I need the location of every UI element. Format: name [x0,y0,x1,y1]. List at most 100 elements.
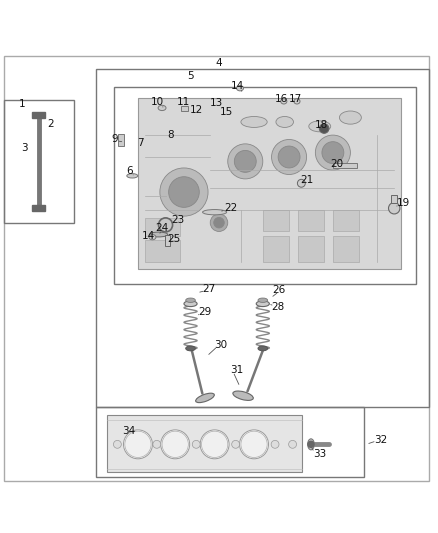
Circle shape [124,430,152,459]
Bar [181,106,188,110]
Circle shape [200,430,229,459]
Text: 23: 23 [171,215,184,224]
Bar [96,407,364,477]
Text: 9: 9 [111,134,118,144]
Bar [32,112,45,118]
Text: 7: 7 [137,138,144,148]
Circle shape [319,124,329,133]
Circle shape [322,142,344,164]
Bar [333,209,359,231]
Text: 14: 14 [231,81,244,91]
Ellipse shape [241,117,267,127]
Circle shape [210,214,228,231]
Ellipse shape [127,174,138,178]
Text: 16: 16 [275,94,288,104]
Text: 17: 17 [289,94,302,104]
Ellipse shape [276,117,293,127]
Ellipse shape [256,301,269,306]
Bar [298,209,324,231]
Circle shape [169,177,199,207]
Circle shape [232,440,240,448]
Circle shape [153,440,161,448]
Circle shape [161,430,190,459]
Bar [145,240,180,262]
Circle shape [297,179,305,187]
Bar [298,236,324,262]
Text: 1: 1 [18,100,25,109]
Circle shape [201,431,228,457]
Circle shape [234,150,256,172]
Bar [118,134,124,147]
Bar [165,235,170,246]
Text: 32: 32 [374,435,388,446]
Text: 19: 19 [396,198,410,208]
Bar [333,236,359,262]
Text: 4: 4 [215,58,223,68]
Text: 28: 28 [272,302,285,312]
Circle shape [162,431,188,457]
Circle shape [192,440,200,448]
Text: 5: 5 [187,71,194,81]
Ellipse shape [186,298,195,302]
Ellipse shape [237,86,244,91]
Text: 18: 18 [315,120,328,131]
Ellipse shape [202,209,227,215]
Circle shape [278,146,300,168]
Ellipse shape [307,439,314,450]
Bar [391,195,397,203]
Circle shape [228,144,263,179]
Bar [96,69,429,407]
Text: 6: 6 [126,166,133,176]
Circle shape [160,168,208,216]
Ellipse shape [184,301,197,306]
Bar [263,209,289,231]
Ellipse shape [233,391,253,400]
Text: 20: 20 [331,159,344,168]
Ellipse shape [281,99,287,104]
Text: 26: 26 [272,285,286,295]
Bar [4,100,74,223]
Ellipse shape [258,298,268,302]
Circle shape [241,431,267,457]
Text: 10: 10 [151,97,164,107]
Text: 25: 25 [167,235,180,244]
Ellipse shape [339,111,361,124]
Circle shape [113,440,121,448]
Text: 15: 15 [220,107,233,117]
Text: 22: 22 [224,203,237,213]
Ellipse shape [196,393,214,402]
Text: 21: 21 [300,175,313,185]
Circle shape [289,440,297,448]
Circle shape [125,431,151,457]
Bar [145,219,180,236]
Ellipse shape [158,106,166,110]
Text: 13: 13 [210,98,223,108]
Circle shape [240,430,268,459]
Circle shape [272,140,307,174]
Text: 31: 31 [230,365,243,375]
Bar [114,87,416,284]
Circle shape [214,217,224,228]
Circle shape [271,440,279,448]
Ellipse shape [149,232,168,237]
Text: 14: 14 [142,231,155,241]
Circle shape [389,203,400,214]
Text: 24: 24 [155,223,169,233]
Bar [263,236,289,262]
Text: 3: 3 [21,143,28,154]
Circle shape [308,441,314,447]
Text: 12: 12 [190,104,203,115]
Ellipse shape [309,121,331,132]
Ellipse shape [149,235,156,240]
Ellipse shape [258,346,268,351]
Circle shape [315,135,350,170]
Bar [138,98,401,269]
Text: 2: 2 [47,119,54,129]
Ellipse shape [186,346,195,351]
Text: 33: 33 [313,449,326,459]
Bar [333,163,357,168]
Bar [32,205,45,211]
Text: 30: 30 [214,340,227,350]
Ellipse shape [294,99,300,104]
Text: 27: 27 [203,284,216,294]
